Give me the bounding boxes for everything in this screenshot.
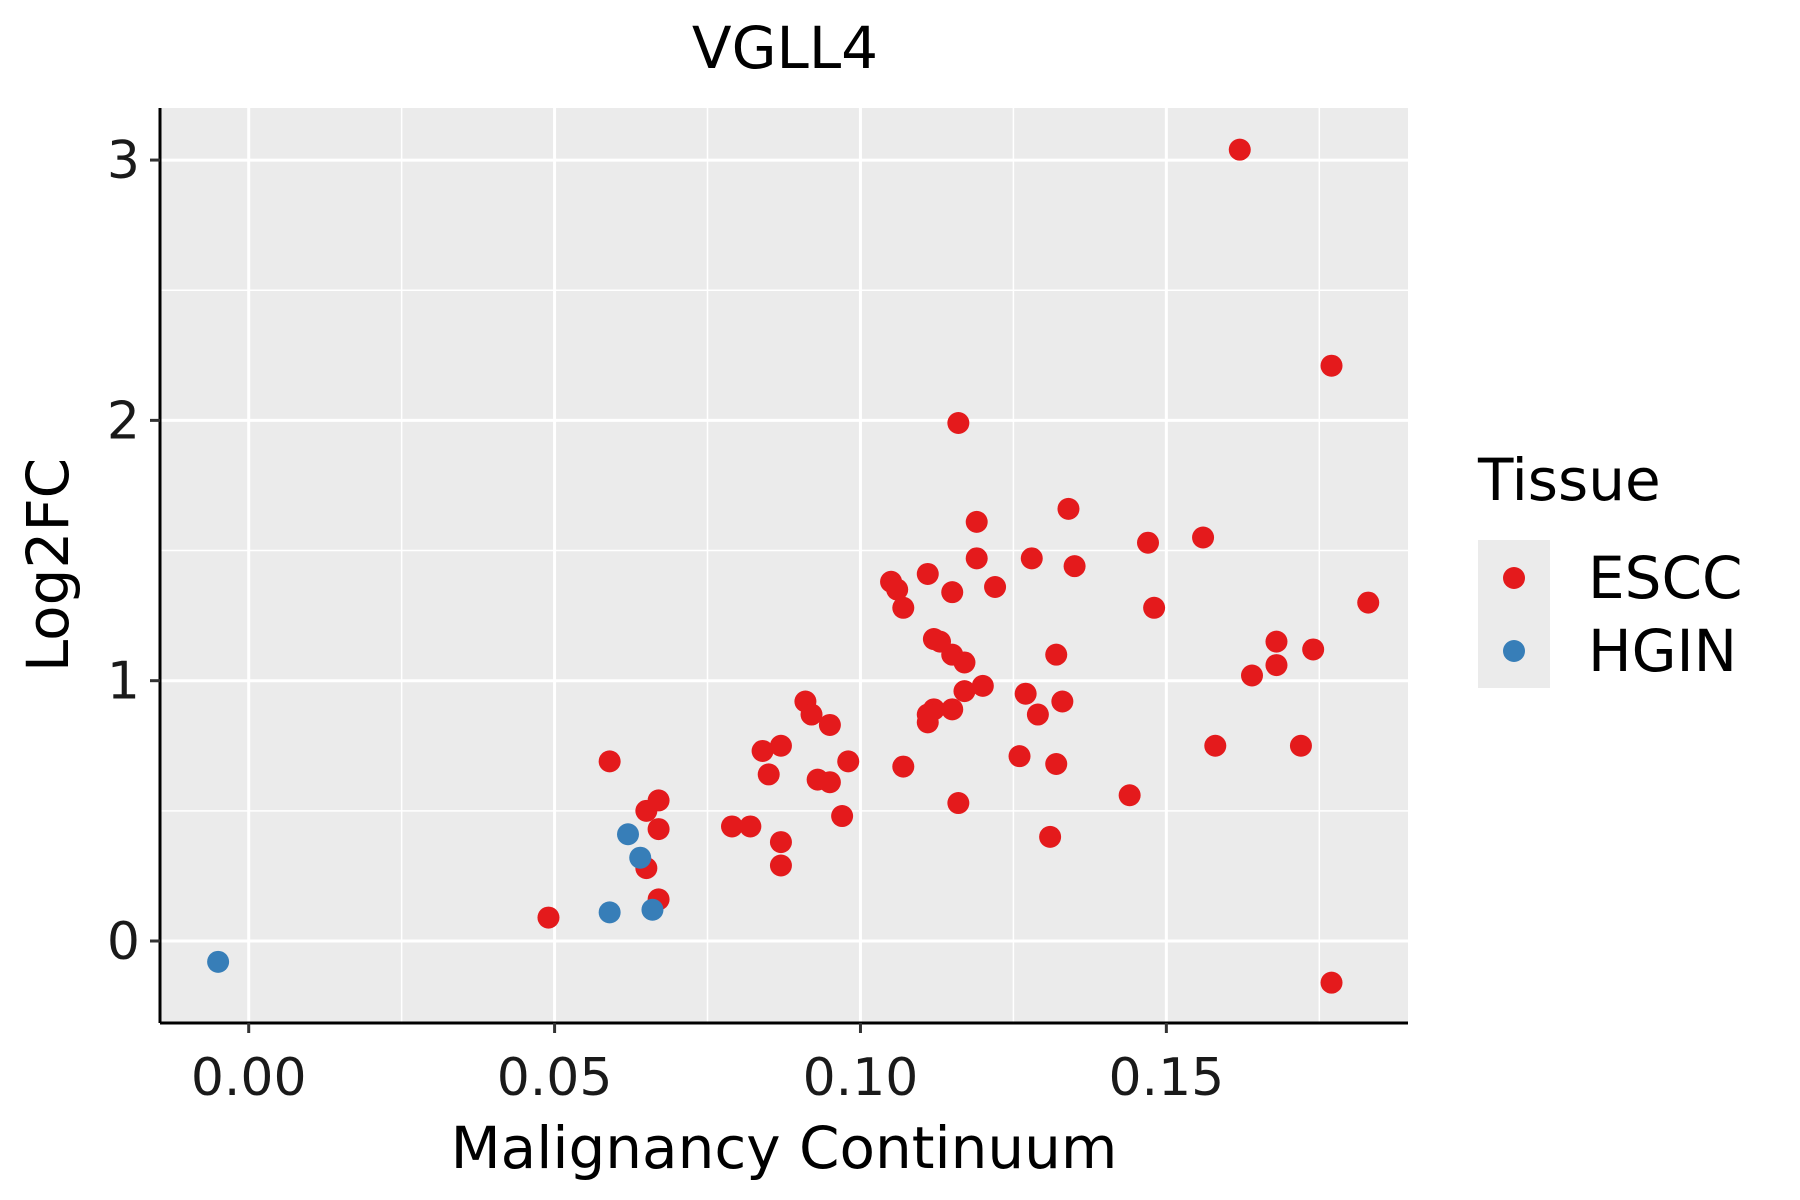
point-escc [916,562,939,585]
point-escc [947,411,970,434]
point-escc [892,596,915,619]
y-tick-label: 2 [107,391,140,451]
x-tick-label: 0.10 [803,1048,919,1108]
legend-key-hgin [1503,640,1525,662]
x-axis-ticks: 0.00 0.05 0.10 0.15 [191,1023,1224,1108]
minor-gridlines [160,108,1408,1023]
point-escc [1302,638,1325,661]
y-tick-label: 0 [107,912,140,972]
point-escc [769,831,792,854]
point-escc [1320,971,1343,994]
point-hgin [629,846,652,869]
point-escc [818,713,841,736]
point-escc [1204,734,1227,757]
point-escc [721,815,743,838]
legend: Tissue ESCC HGIN [1477,446,1742,688]
point-escc [837,750,860,773]
point-escc [965,547,988,570]
point-escc [800,703,823,726]
y-axis-ticks: 0 1 2 3 [107,131,160,972]
point-escc [965,510,988,533]
point-escc [1357,591,1380,614]
major-gridlines [160,108,1408,1023]
point-hgin [617,823,639,846]
point-escc [1057,497,1080,520]
legend-title: Tissue [1477,446,1661,514]
point-escc [635,799,658,822]
point-escc [1241,664,1263,687]
point-escc [1008,745,1031,768]
x-tick-label: 0.05 [497,1048,613,1108]
plot-panel [160,108,1408,1023]
legend-key-background [1478,540,1550,688]
point-escc [751,739,774,762]
point-escc [757,763,780,786]
point-escc [953,680,976,703]
point-escc [1320,354,1343,377]
point-escc [598,750,621,773]
legend-label-hgin: HGIN [1588,617,1737,685]
point-escc [953,651,976,674]
point-escc [1045,643,1068,666]
point-escc [1020,547,1043,570]
y-axis-title: Log2FC [14,458,82,672]
point-escc [1137,531,1159,554]
legend-key-escc [1503,567,1525,589]
chart-title: VGLL4 [692,14,878,82]
point-escc [984,575,1007,598]
legend-label-escc: ESCC [1588,544,1742,612]
point-hgin [207,950,230,973]
point-escc [947,792,970,815]
point-escc [647,818,670,841]
point-escc [1051,690,1074,713]
point-escc [739,815,762,838]
point-escc [892,755,915,778]
point-escc [818,771,841,794]
x-tick-label: 0.00 [191,1048,307,1108]
point-hgin [598,901,621,924]
point-escc [1118,784,1141,807]
point-escc [1192,526,1215,549]
point-escc [769,734,792,757]
point-escc [1014,682,1037,705]
point-escc [1143,596,1166,619]
point-escc [1289,734,1312,757]
point-escc [1063,555,1086,578]
point-hgin [641,898,664,921]
point-escc [941,581,964,604]
point-escc [769,854,792,877]
y-tick-label: 1 [107,652,140,712]
point-escc [1039,825,1062,848]
point-escc [1026,703,1049,726]
point-escc [886,578,909,601]
x-axis-title: Malignancy Continuum [451,1114,1118,1182]
point-escc [831,805,854,828]
data-points [207,138,1380,994]
point-escc [1045,752,1068,775]
point-escc [1265,630,1288,653]
point-escc [1265,654,1288,677]
y-tick-label: 3 [107,131,140,191]
point-escc [916,711,939,734]
point-escc [971,674,994,697]
point-escc [941,698,964,721]
point-escc [1228,138,1251,161]
point-escc [537,906,560,929]
x-tick-label: 0.15 [1108,1048,1224,1108]
